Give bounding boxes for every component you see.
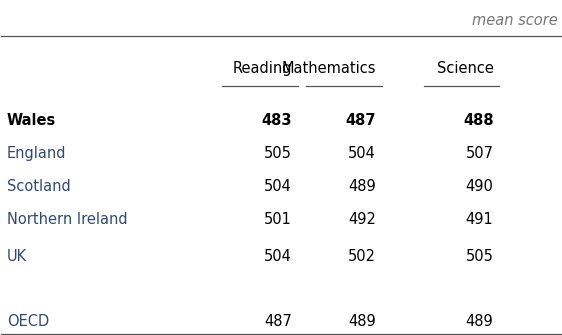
Text: 501: 501 <box>264 212 292 227</box>
Text: OECD: OECD <box>7 314 49 329</box>
Text: 490: 490 <box>466 179 493 194</box>
Text: Wales: Wales <box>7 113 56 128</box>
Text: Scotland: Scotland <box>7 179 71 194</box>
Text: mean score: mean score <box>472 13 558 28</box>
Text: 489: 489 <box>466 314 493 329</box>
Text: 492: 492 <box>348 212 376 227</box>
Text: 504: 504 <box>264 179 292 194</box>
Text: 505: 505 <box>264 146 292 161</box>
Text: 487: 487 <box>264 314 292 329</box>
Text: 487: 487 <box>346 113 376 128</box>
Text: Reading: Reading <box>233 61 292 76</box>
Text: 483: 483 <box>262 113 292 128</box>
Text: 489: 489 <box>348 314 376 329</box>
Text: England: England <box>7 146 66 161</box>
Text: UK: UK <box>7 249 27 264</box>
Text: 491: 491 <box>466 212 493 227</box>
Text: 504: 504 <box>348 146 376 161</box>
Text: Northern Ireland: Northern Ireland <box>7 212 128 227</box>
Text: Science: Science <box>437 61 493 76</box>
Text: 507: 507 <box>465 146 493 161</box>
Text: 505: 505 <box>466 249 493 264</box>
Text: 488: 488 <box>463 113 493 128</box>
Text: 502: 502 <box>348 249 376 264</box>
Text: 504: 504 <box>264 249 292 264</box>
Text: Mathematics: Mathematics <box>282 61 376 76</box>
Text: 489: 489 <box>348 179 376 194</box>
